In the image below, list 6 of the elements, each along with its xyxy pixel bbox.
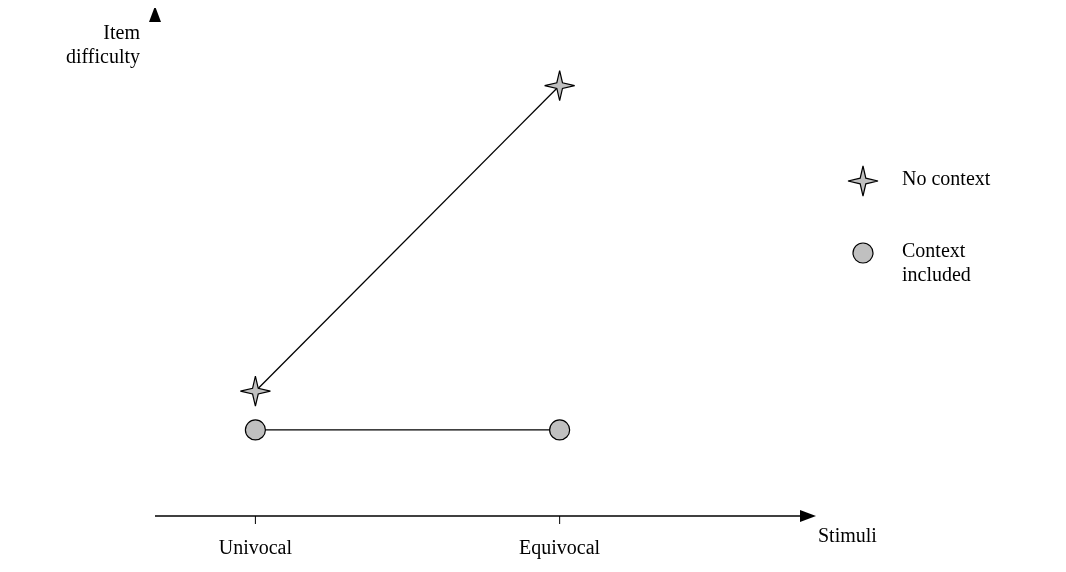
legend-label: No context: [902, 166, 992, 190]
x-tick-label: Univocal: [218, 536, 293, 559]
x-axis-title: Stimuli: [818, 524, 877, 547]
y-axis-title: Item difficulty: [64, 20, 140, 68]
legend-label: Context included: [902, 238, 972, 286]
x-tick-label: Equivocal: [519, 536, 601, 560]
